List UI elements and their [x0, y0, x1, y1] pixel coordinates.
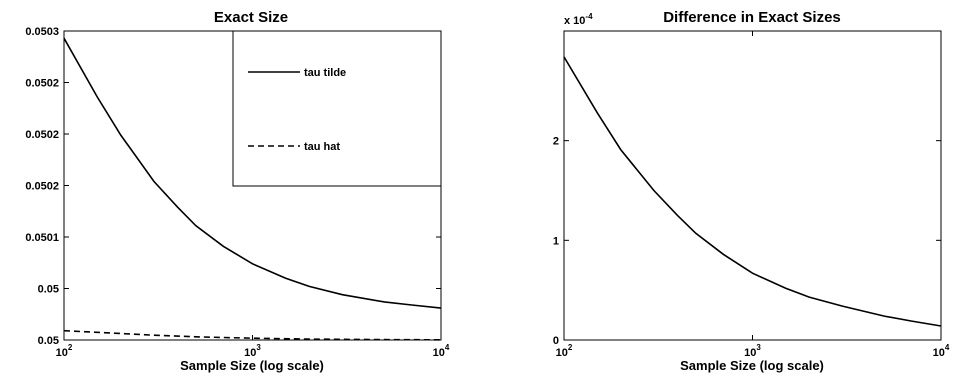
series-group: [563, 56, 942, 327]
x-tick-exp: 2: [568, 343, 573, 352]
legend: tau tilde tau hat: [232, 30, 442, 187]
y-tick-label: 0.0503: [25, 26, 59, 38]
legend-label-tau-tilde: tau tilde: [304, 67, 346, 79]
x-tick-label: 104: [933, 343, 950, 359]
y-multiplier-exp: -4: [585, 12, 593, 21]
y-axis-multiplier: x 10-4: [564, 12, 593, 27]
series-group: [63, 37, 442, 341]
x-tick-label: 102: [556, 343, 573, 359]
plot-frame: [563, 30, 942, 341]
x-tick-label: 103: [744, 343, 761, 359]
series-line-tau-hat: [63, 329, 442, 341]
series-line-tau-tilde: [63, 37, 442, 309]
y-tick-label: 0.0501: [25, 232, 59, 244]
legend-label-tau-hat: tau hat: [304, 141, 340, 153]
x-tick-base: 10: [433, 347, 445, 359]
y-tick-label: 0: [553, 335, 559, 347]
x-tick-exp: 4: [445, 343, 450, 352]
x-tick-base: 10: [744, 347, 756, 359]
chart-title: Exact Size: [214, 9, 288, 26]
series-line-series-1: [563, 56, 942, 327]
y-tick-label: 0.0502: [25, 78, 59, 90]
x-tick-base: 10: [556, 347, 568, 359]
x-tick-exp: 3: [256, 343, 261, 352]
x-tick-exp: 3: [756, 343, 761, 352]
y-tick-label: 2: [553, 136, 559, 148]
x-tick-label: 103: [244, 343, 261, 359]
y-tick-label: 0.0502: [25, 181, 59, 193]
legend-box: [232, 30, 442, 187]
y-tick-label: 1: [553, 235, 559, 247]
y-multiplier-base: x 10: [564, 15, 585, 27]
x-tick-label: 102: [56, 343, 73, 359]
x-tick-base: 10: [244, 347, 256, 359]
x-tick-base: 10: [933, 347, 945, 359]
x-tick-exp: 2: [68, 343, 73, 352]
y-tick-label: 0.05: [38, 284, 59, 296]
chart-title: Difference in Exact Sizes: [663, 9, 841, 26]
y-tick-label: 0.0502: [25, 129, 59, 141]
x-tick-exp: 4: [945, 343, 950, 352]
y-tick-label: 0.05: [38, 335, 59, 347]
chart-exact-size: Exact Size 102 103 1040.050.050.05010.0502…: [25, 9, 450, 373]
x-axis-label: Sample Size (log scale): [680, 358, 824, 373]
x-tick-base: 10: [56, 347, 68, 359]
x-tick-label: 104: [433, 343, 450, 359]
x-axis-label: Sample Size (log scale): [180, 358, 324, 373]
